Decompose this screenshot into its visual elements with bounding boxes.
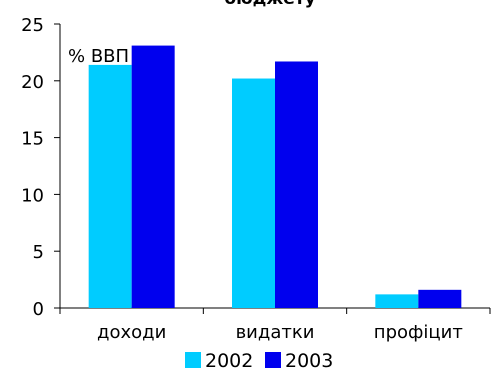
y-tick-label: 5 bbox=[33, 242, 44, 263]
legend: 2002 2003 bbox=[185, 350, 333, 372]
legend-swatch-2003 bbox=[265, 352, 281, 368]
bar-2002-3 bbox=[375, 294, 419, 308]
bar-2003-3 bbox=[418, 289, 462, 308]
bar-group bbox=[88, 45, 462, 309]
category-labels: доходи видатки профіцит bbox=[97, 322, 463, 343]
bar-2003-2 bbox=[275, 61, 318, 308]
y-tick-label: 0 bbox=[33, 299, 44, 320]
category-label: профіцит bbox=[374, 322, 463, 343]
y-axis-unit-label: % ВВП bbox=[68, 46, 129, 67]
y-tick-label: 10 bbox=[21, 185, 44, 206]
y-axis-ticks: 0 5 10 15 20 25 bbox=[21, 15, 60, 320]
category-label: видатки bbox=[236, 322, 315, 343]
legend-label-2002: 2002 bbox=[205, 350, 253, 372]
y-tick-label: 25 bbox=[21, 15, 44, 36]
bar-2002-2 bbox=[232, 78, 275, 308]
category-label: доходи bbox=[97, 322, 166, 343]
y-tick-label: 15 bbox=[21, 129, 44, 150]
legend-label-2003: 2003 bbox=[285, 350, 333, 372]
x-axis-ticks bbox=[59, 308, 491, 314]
bar-2003-1 bbox=[131, 45, 175, 309]
legend-swatch-2002 bbox=[185, 352, 201, 368]
y-tick-label: 20 bbox=[21, 72, 44, 93]
bar-2002-1 bbox=[88, 64, 132, 309]
chart-title: бюджету bbox=[224, 0, 316, 9]
